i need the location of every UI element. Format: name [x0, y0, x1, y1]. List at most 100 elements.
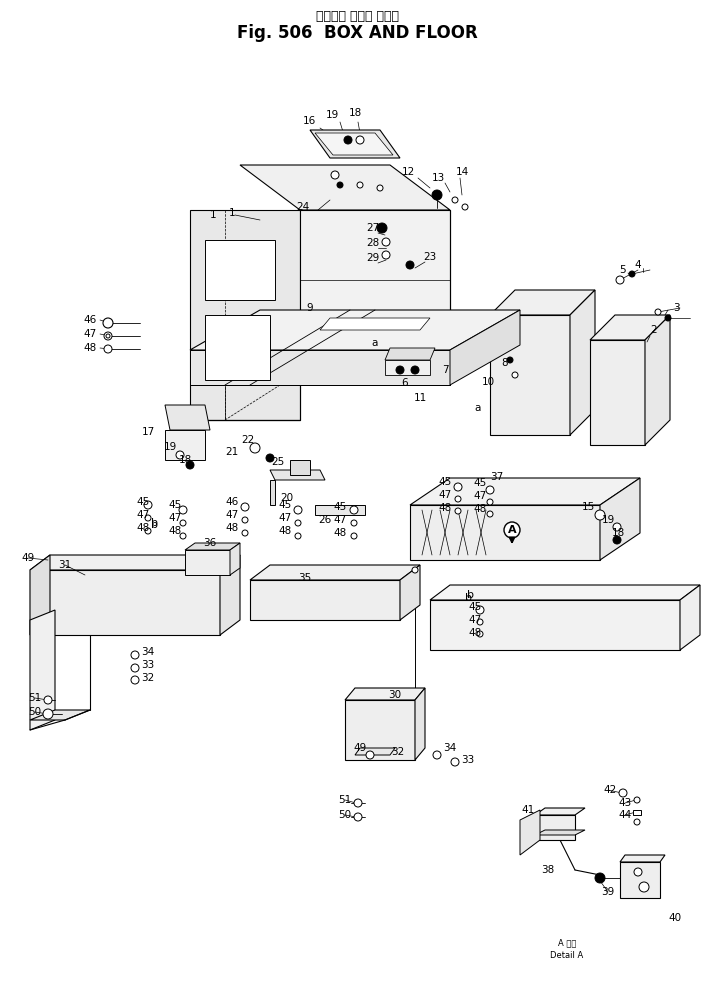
Text: 48: 48 [168, 526, 182, 536]
Circle shape [344, 136, 352, 144]
Text: 18: 18 [178, 455, 192, 465]
Circle shape [186, 461, 194, 469]
Text: 5: 5 [618, 265, 626, 275]
Text: 48: 48 [468, 628, 482, 638]
Circle shape [619, 789, 627, 797]
Text: 46: 46 [225, 497, 239, 507]
Text: 42: 42 [603, 785, 616, 795]
Polygon shape [645, 315, 670, 445]
Circle shape [180, 520, 186, 526]
Text: A: A [508, 525, 516, 535]
Circle shape [595, 873, 605, 883]
Text: 47: 47 [473, 491, 487, 501]
Polygon shape [250, 580, 400, 620]
Text: 47: 47 [137, 510, 149, 520]
Circle shape [634, 868, 642, 876]
Circle shape [104, 345, 112, 353]
Text: a: a [372, 338, 378, 348]
Circle shape [103, 318, 113, 328]
Text: Detail A: Detail A [551, 951, 583, 959]
Polygon shape [320, 318, 430, 330]
Text: b: b [152, 518, 159, 528]
Circle shape [595, 510, 605, 520]
Text: 19: 19 [325, 110, 339, 120]
Text: 40: 40 [669, 913, 681, 923]
Polygon shape [250, 565, 420, 580]
Text: 51: 51 [338, 795, 352, 805]
Polygon shape [520, 810, 540, 855]
Polygon shape [270, 480, 275, 505]
Text: 19: 19 [601, 515, 615, 525]
Circle shape [104, 332, 112, 340]
Polygon shape [490, 290, 595, 315]
Polygon shape [410, 478, 640, 505]
Text: 29: 29 [366, 253, 380, 263]
Circle shape [131, 664, 139, 672]
Polygon shape [385, 360, 430, 375]
Polygon shape [190, 350, 450, 385]
Text: 34: 34 [142, 647, 154, 657]
Polygon shape [185, 543, 240, 550]
Text: 26: 26 [318, 515, 332, 525]
Polygon shape [290, 460, 310, 475]
Text: 37: 37 [490, 472, 503, 482]
Polygon shape [190, 310, 520, 350]
Polygon shape [315, 505, 365, 515]
Text: 8: 8 [502, 358, 508, 368]
Text: 48: 48 [438, 503, 452, 513]
Circle shape [433, 751, 441, 759]
Text: 34: 34 [443, 743, 457, 753]
Circle shape [613, 536, 621, 544]
Polygon shape [30, 610, 55, 730]
Circle shape [351, 533, 357, 539]
Circle shape [131, 676, 139, 684]
Circle shape [131, 651, 139, 659]
Text: 14: 14 [455, 167, 468, 177]
Polygon shape [205, 315, 270, 380]
Circle shape [354, 799, 362, 807]
Circle shape [350, 506, 358, 514]
Polygon shape [680, 585, 700, 650]
Circle shape [377, 223, 387, 233]
Text: ボックス および フロア: ボックス および フロア [315, 11, 398, 24]
Text: 38: 38 [541, 865, 555, 875]
Text: 45: 45 [278, 500, 292, 510]
Text: 22: 22 [242, 435, 255, 445]
Circle shape [455, 508, 461, 514]
Circle shape [477, 631, 483, 637]
Circle shape [634, 819, 640, 825]
Text: 27: 27 [366, 223, 380, 233]
Text: 47: 47 [438, 490, 452, 500]
Text: 31: 31 [59, 560, 72, 570]
Text: 19: 19 [163, 442, 177, 452]
Circle shape [242, 517, 248, 523]
Text: 48: 48 [84, 343, 97, 353]
Polygon shape [430, 585, 700, 600]
Polygon shape [345, 688, 425, 700]
Circle shape [337, 182, 343, 188]
Polygon shape [590, 340, 645, 445]
Polygon shape [205, 240, 275, 300]
Polygon shape [490, 315, 570, 435]
Polygon shape [430, 600, 680, 650]
Text: 25: 25 [272, 457, 285, 467]
Circle shape [634, 797, 640, 803]
Circle shape [241, 503, 249, 511]
Polygon shape [230, 543, 240, 575]
Circle shape [44, 696, 52, 704]
Text: 20: 20 [280, 493, 294, 503]
Text: 3: 3 [673, 303, 679, 313]
Circle shape [507, 357, 513, 363]
Circle shape [106, 334, 110, 338]
Text: 15: 15 [581, 502, 595, 512]
Text: 47: 47 [84, 329, 97, 339]
Circle shape [512, 372, 518, 378]
Circle shape [455, 496, 461, 502]
Text: 47: 47 [225, 510, 239, 520]
Text: 47: 47 [333, 515, 347, 525]
Circle shape [613, 523, 621, 531]
Text: 45: 45 [438, 477, 452, 487]
Polygon shape [355, 748, 395, 755]
Text: 45: 45 [168, 500, 182, 510]
Polygon shape [620, 862, 660, 898]
